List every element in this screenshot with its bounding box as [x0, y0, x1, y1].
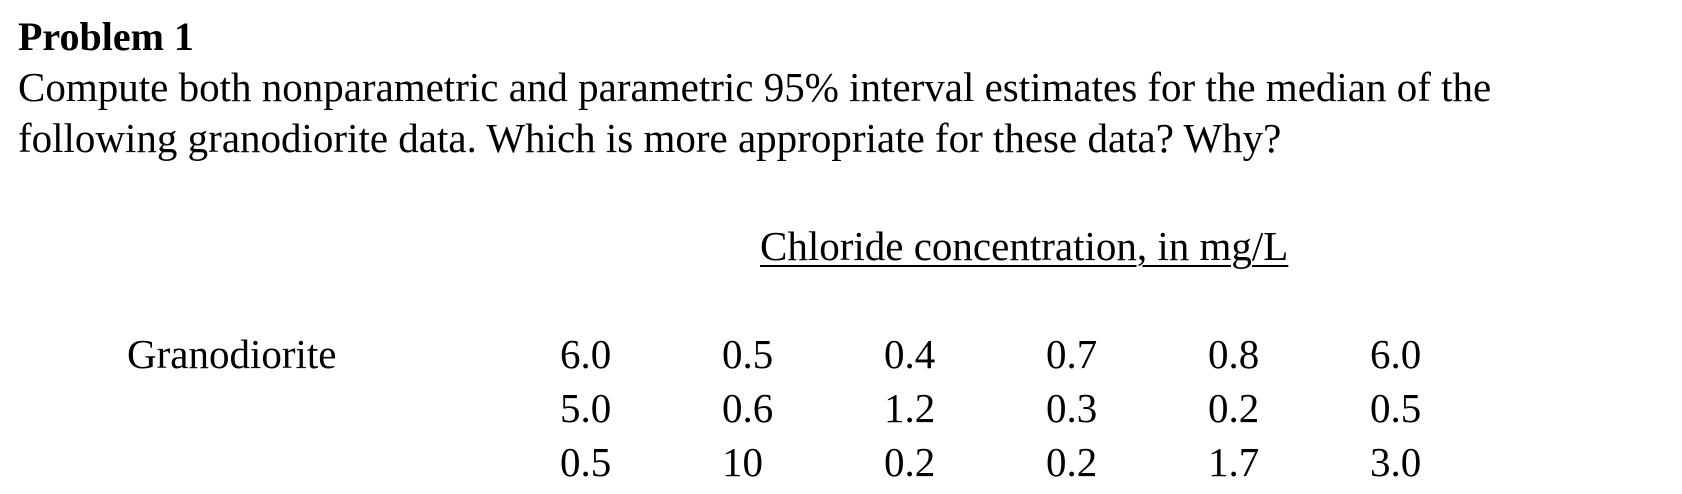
data-cell: 1.2 — [884, 385, 936, 431]
data-row: 6.0 0.5 0.4 0.7 0.8 6.0 — [560, 330, 1532, 384]
data-cell: 1.7 — [1208, 439, 1260, 485]
row-label: Granodiorite — [127, 331, 337, 377]
data-cell: 0.6 — [722, 385, 774, 431]
data-cell: 6.0 — [1370, 331, 1422, 377]
data-cell: 0.8 — [1208, 331, 1260, 377]
data-cell: 0.5 — [722, 331, 774, 377]
data-cell: 5.0 — [560, 385, 612, 431]
data-cell: 0.5 — [1370, 385, 1422, 431]
data-cell: 0.5 — [560, 439, 612, 485]
data-row: 5.0 0.6 1.2 0.3 0.2 0.5 — [560, 384, 1532, 438]
table-caption: Chloride concentration, in mg/L — [760, 223, 1289, 269]
problem-statement: Compute both nonparametric and parametri… — [18, 62, 1668, 164]
data-cell: 0.3 — [1046, 385, 1098, 431]
data-cell: 0.7 — [1046, 331, 1098, 377]
data-cell: 0.2 — [884, 439, 936, 485]
problem-statement-line: following granodiorite data. Which is mo… — [18, 115, 1282, 161]
data-cell: 0.4 — [884, 331, 936, 377]
data-cell: 0.2 — [1208, 385, 1260, 431]
data-row: 0.5 10 0.2 0.2 1.7 3.0 — [560, 438, 1532, 492]
problem-title: Problem 1 — [18, 14, 194, 59]
data-cell: 3.0 — [1370, 439, 1422, 485]
data-cell: 6.0 — [560, 331, 612, 377]
data-cell: 10 — [722, 439, 763, 485]
data-cell: 0.2 — [1046, 439, 1098, 485]
data-table: 6.0 0.5 0.4 0.7 0.8 6.0 5.0 0.6 1.2 0.3 … — [560, 330, 1532, 492]
problem-statement-line: Compute both nonparametric and parametri… — [18, 64, 1492, 110]
